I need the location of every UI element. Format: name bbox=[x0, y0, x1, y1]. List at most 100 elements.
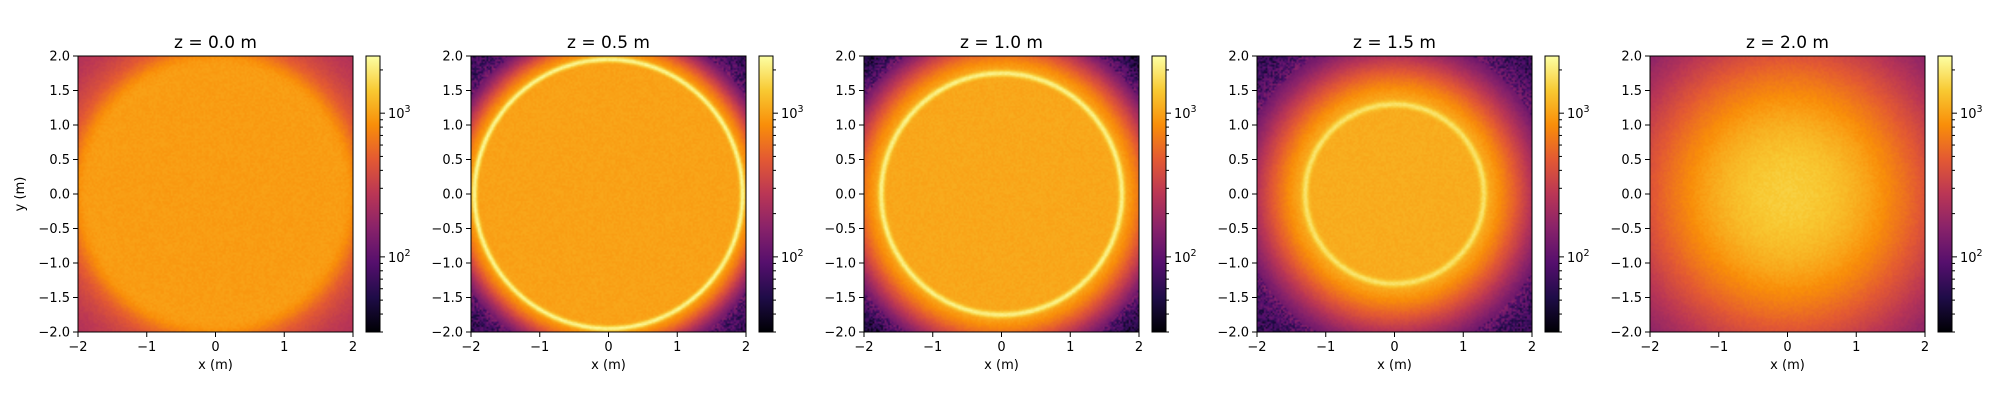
y-tick-label: −1.0 bbox=[824, 257, 856, 272]
y-tick-label: 1.5 bbox=[49, 84, 70, 99]
x-tick-label: 1 bbox=[1852, 340, 1860, 355]
y-tick-label: 2.0 bbox=[442, 50, 463, 65]
x-tick-label: −2 bbox=[461, 340, 480, 355]
x-tick-label: −1 bbox=[923, 340, 942, 355]
x-tick-label: −2 bbox=[854, 340, 873, 355]
y-tick-label: −2.0 bbox=[1217, 326, 1249, 341]
x-tick-label: 1 bbox=[1459, 340, 1467, 355]
colorbar-tick-label: 103 bbox=[781, 104, 804, 122]
y-tick-label: 1.5 bbox=[1621, 84, 1642, 99]
x-tick-label: 1 bbox=[1066, 340, 1074, 355]
y-tick-label: 2.0 bbox=[1621, 50, 1642, 65]
y-tick-label: −2.0 bbox=[431, 326, 463, 341]
colorbar-tick-label: 102 bbox=[781, 248, 804, 266]
y-tick-label: −1.5 bbox=[431, 291, 463, 306]
x-tick-label: −1 bbox=[137, 340, 156, 355]
x-tick-label: 0 bbox=[1390, 340, 1398, 355]
colorbar: 103 102 bbox=[365, 55, 411, 333]
x-tick-label: 1 bbox=[673, 340, 681, 355]
x-axis-label: x (m) bbox=[591, 358, 626, 373]
y-tick-label: −0.5 bbox=[1217, 222, 1249, 237]
colorbar-tick-label: 103 bbox=[1960, 104, 1983, 122]
panels-layer: z = 0.0 m −2 −1 0 1 2 x (m) −2.0 −1.5 −1.0 −0.5 0.0… bbox=[13, 33, 1983, 373]
colorbar-gradient bbox=[1544, 55, 1560, 333]
y-tick-label: 1.0 bbox=[49, 119, 70, 134]
colorbar-tick-label: 103 bbox=[1567, 104, 1590, 122]
heatmap-image bbox=[1650, 56, 1925, 332]
colorbar-tick-label: 103 bbox=[1174, 104, 1197, 122]
y-tick-label: −0.5 bbox=[824, 222, 856, 237]
panel-4: z = 2.0 m −2 −1 0 1 2 x (m) −2.0 −1.5 −1.0 −0.5 0.0… bbox=[1610, 33, 1982, 373]
colorbar: 103 102 bbox=[1544, 55, 1590, 333]
colorbar-tick-label: 102 bbox=[1567, 248, 1590, 266]
x-tick-label: 0 bbox=[1783, 340, 1791, 355]
x-tick-label: −2 bbox=[68, 340, 87, 355]
panel-3: z = 1.5 m −2 −1 0 1 2 x (m) −2.0 −1.5 −1.0 −0.5 0.0… bbox=[1217, 33, 1589, 373]
x-tick-label: 2 bbox=[349, 340, 357, 355]
y-tick-label: 0.5 bbox=[1228, 153, 1249, 168]
y-tick-label: −1.0 bbox=[38, 257, 70, 272]
y-tick-label: 2.0 bbox=[49, 50, 70, 65]
panel-title: z = 1.5 m bbox=[1353, 33, 1436, 53]
y-tick-label: 1.5 bbox=[442, 84, 463, 99]
panel-1: z = 0.5 m −2 −1 0 1 2 x (m) −2.0 −1.5 −1.0 −0.5 0.0… bbox=[431, 33, 803, 373]
y-tick-label: 0.0 bbox=[442, 188, 463, 203]
x-tick-label: −1 bbox=[1316, 340, 1335, 355]
y-tick-label: 1.0 bbox=[1228, 119, 1249, 134]
y-tick-label: 1.5 bbox=[1228, 84, 1249, 99]
y-tick-label: 0.0 bbox=[49, 188, 70, 203]
x-tick-label: −2 bbox=[1247, 340, 1266, 355]
y-tick-label: −2.0 bbox=[38, 326, 70, 341]
x-tick-label: −1 bbox=[530, 340, 549, 355]
y-tick-label: 2.0 bbox=[835, 50, 856, 65]
y-tick-label: −1.5 bbox=[1610, 291, 1642, 306]
y-tick-label: −1.0 bbox=[1217, 257, 1249, 272]
y-tick-label: −2.0 bbox=[1610, 326, 1642, 341]
y-tick-label: −1.0 bbox=[1610, 257, 1642, 272]
heatmap-image bbox=[864, 56, 1139, 332]
colorbar: 103 102 bbox=[1937, 55, 1983, 333]
colorbar-gradient bbox=[758, 55, 774, 333]
y-tick-label: 0.5 bbox=[1621, 153, 1642, 168]
colorbar: 103 102 bbox=[1151, 55, 1197, 333]
colorbar-gradient bbox=[365, 55, 381, 333]
y-tick-label: 2.0 bbox=[1228, 50, 1249, 65]
x-axis-label: x (m) bbox=[198, 358, 233, 373]
heatmap-image bbox=[78, 56, 353, 332]
colorbar-tick-label: 102 bbox=[388, 248, 411, 266]
y-tick-label: 0.5 bbox=[835, 153, 856, 168]
x-axis-label: x (m) bbox=[1377, 358, 1412, 373]
heatmap-image bbox=[471, 56, 746, 332]
y-axis-label: y (m) bbox=[13, 177, 28, 212]
colorbar-tick-label: 102 bbox=[1174, 248, 1197, 266]
heatmap-image bbox=[1257, 56, 1532, 332]
x-tick-label: 2 bbox=[1921, 340, 1929, 355]
panel-title: z = 1.0 m bbox=[960, 33, 1043, 53]
panel-0: z = 0.0 m −2 −1 0 1 2 x (m) −2.0 −1.5 −1.0 −0.5 0.0… bbox=[13, 33, 411, 373]
colorbar: 103 102 bbox=[758, 55, 804, 333]
y-tick-label: 0.0 bbox=[1621, 188, 1642, 203]
y-tick-label: 1.0 bbox=[442, 119, 463, 134]
x-tick-label: 2 bbox=[1135, 340, 1143, 355]
y-tick-label: 1.0 bbox=[835, 119, 856, 134]
panel-title: z = 0.5 m bbox=[567, 33, 650, 53]
panel-title: z = 0.0 m bbox=[174, 33, 257, 53]
y-tick-label: −1.0 bbox=[431, 257, 463, 272]
colorbar-gradient bbox=[1151, 55, 1167, 333]
x-tick-label: 0 bbox=[211, 340, 219, 355]
panel-2: z = 1.0 m −2 −1 0 1 2 x (m) −2.0 −1.5 −1.0 −0.5 0.0… bbox=[824, 33, 1196, 373]
x-axis-label: x (m) bbox=[1770, 358, 1805, 373]
y-tick-label: −0.5 bbox=[431, 222, 463, 237]
y-tick-label: −1.5 bbox=[824, 291, 856, 306]
y-tick-label: 0.0 bbox=[835, 188, 856, 203]
y-tick-label: −2.0 bbox=[824, 326, 856, 341]
y-tick-label: −1.5 bbox=[38, 291, 70, 306]
x-tick-label: 2 bbox=[1528, 340, 1536, 355]
x-tick-label: 1 bbox=[280, 340, 288, 355]
x-tick-label: 2 bbox=[742, 340, 750, 355]
y-tick-label: −0.5 bbox=[1610, 222, 1642, 237]
x-tick-label: 0 bbox=[604, 340, 612, 355]
colorbar-tick-label: 103 bbox=[388, 104, 411, 122]
y-tick-label: 1.5 bbox=[835, 84, 856, 99]
